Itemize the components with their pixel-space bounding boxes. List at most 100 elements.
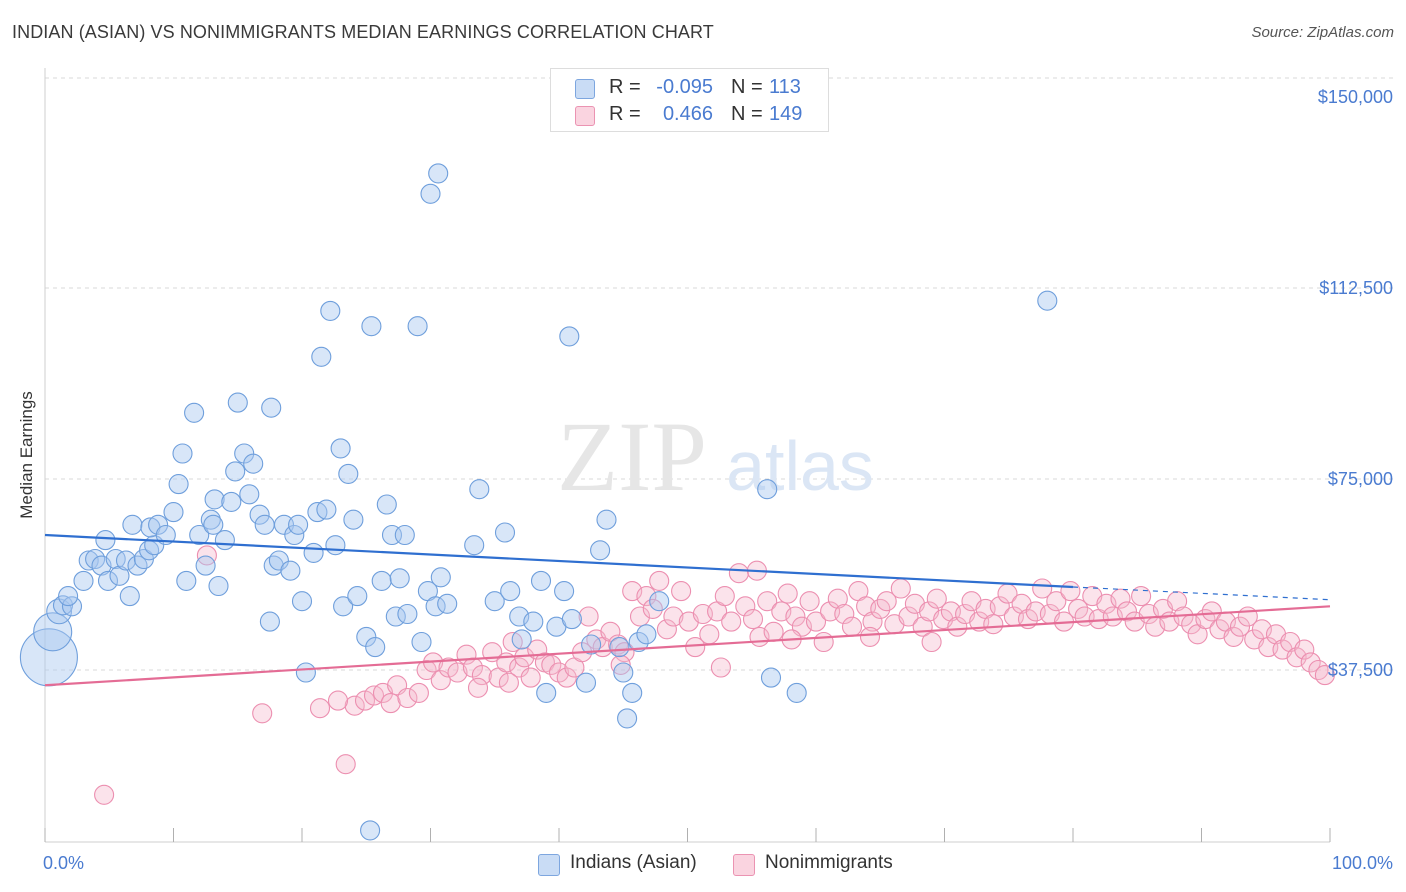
nonimmigrants-point (600, 621, 621, 642)
indians-point (757, 479, 778, 500)
indians-point (227, 392, 248, 413)
legend-r-value: 0.466 (662, 103, 713, 125)
nonimmigrants-point (663, 606, 684, 627)
nonimmigrants-point (876, 591, 897, 612)
nonimmigrants-point (710, 657, 731, 678)
series-nonimmigrants (94, 545, 1335, 805)
indians-point (575, 672, 597, 693)
indians-point (428, 163, 449, 184)
indians-point (204, 489, 225, 510)
indians-point (622, 682, 643, 703)
indians-point (200, 509, 221, 530)
nonimmigrants-point (898, 606, 919, 627)
nonimmigrants-point (408, 682, 429, 703)
legend-swatch-pink (733, 854, 755, 876)
nonimmigrants-point (344, 695, 365, 716)
nonimmigrants-point (649, 570, 670, 591)
indians-point (484, 591, 505, 612)
nonimmigrants-point (1032, 578, 1053, 599)
nonimmigrants-point (438, 657, 459, 678)
indians-point (530, 570, 552, 591)
indians-point (411, 631, 432, 653)
indians-point (420, 183, 441, 204)
indians-point (168, 474, 189, 495)
correlation-legend: R = -0.095 N = 113 R = 0.466 N = 149 (550, 68, 829, 132)
nonimmigrants-point (1110, 588, 1131, 609)
indians-point (122, 514, 143, 535)
nonimmigrants-point (757, 591, 778, 612)
nonimmigrants-point (309, 698, 331, 719)
indians-point (295, 662, 316, 683)
nonimmigrants-point (721, 611, 742, 632)
y-tick-label: $75,000 (1328, 469, 1393, 489)
legend-n-value: 113 (769, 76, 801, 98)
indians-point (613, 662, 634, 683)
indians-point (343, 509, 364, 530)
indians-point (628, 631, 649, 653)
indians-point (261, 397, 282, 418)
indians-point (195, 555, 216, 576)
legend-label: Indians (Asian) (570, 852, 697, 873)
legend-label: Nonimmigrants (765, 852, 893, 873)
nonimmigrants-point (578, 606, 599, 627)
nonimmigrants-point (813, 631, 834, 653)
indians-point (360, 820, 381, 841)
legend-row-nonimmigrants: R = 0.466 N = 149 (551, 102, 828, 128)
indians-trend-line (44, 533, 1074, 589)
nonimmigrants-point (763, 621, 784, 642)
indians-point (243, 453, 264, 474)
nonimmigrants-point (805, 611, 827, 632)
indians-point (511, 629, 532, 650)
legend-r-label: R = (609, 103, 641, 125)
indians-point (325, 535, 346, 556)
indians-point (407, 316, 428, 337)
indians-point (189, 524, 210, 546)
nonimmigrants-point (541, 654, 562, 675)
nonimmigrants-point (1314, 665, 1335, 686)
grid-lines (45, 77, 1395, 671)
indians-point (214, 530, 235, 551)
y-tick-labels: $150,000 $112,500 $75,000 $37,500 (1318, 87, 1393, 680)
y-tick-label: $37,500 (1328, 660, 1393, 680)
indians-point (303, 542, 324, 563)
chart-title: INDIAN (ASIAN) VS NONIMMIGRANTS MEDIAN E… (12, 22, 714, 42)
nonimmigrants-point (862, 611, 883, 632)
indians-point (259, 611, 280, 632)
x-tick-label: 100.0% (1332, 853, 1393, 873)
indians-point (115, 550, 137, 571)
indians-point (559, 326, 580, 347)
nonimmigrants-point (467, 677, 489, 698)
nonimmigrants-point (327, 690, 349, 711)
indians-point (365, 637, 386, 658)
indians-point (119, 586, 140, 607)
nonimmigrants-trend-line (44, 605, 1331, 687)
indians-point (221, 491, 242, 512)
indians-point (636, 624, 657, 645)
nonimmigrants-point (1223, 626, 1244, 647)
indians-point (109, 565, 130, 586)
indians-point (371, 570, 392, 591)
nonimmigrants-point (498, 672, 519, 693)
indians-point (786, 682, 807, 703)
indians-point (500, 581, 521, 602)
nonimmigrants-point (556, 667, 577, 688)
nonimmigrants-point (397, 687, 418, 709)
y-axis-title: Median Earnings (17, 391, 36, 519)
legend-r-value: -0.095 (656, 76, 713, 98)
indians-point (184, 402, 205, 423)
legend-n-value: 149 (769, 103, 803, 125)
nonimmigrants-point (471, 665, 492, 686)
nonimmigrants-point (1201, 601, 1222, 622)
indians-point (397, 603, 418, 625)
indians-point (97, 570, 119, 591)
nonimmigrants-point (714, 586, 735, 607)
indians-point (78, 550, 99, 571)
nonimmigrants-point (430, 670, 451, 691)
indians-point (239, 484, 260, 505)
indians-point (273, 514, 295, 535)
indians-point (225, 461, 246, 482)
trend-lines (44, 533, 1331, 687)
indians-point (58, 586, 79, 607)
nonimmigrants-point (252, 703, 273, 724)
nonimmigrants-point (380, 693, 401, 714)
